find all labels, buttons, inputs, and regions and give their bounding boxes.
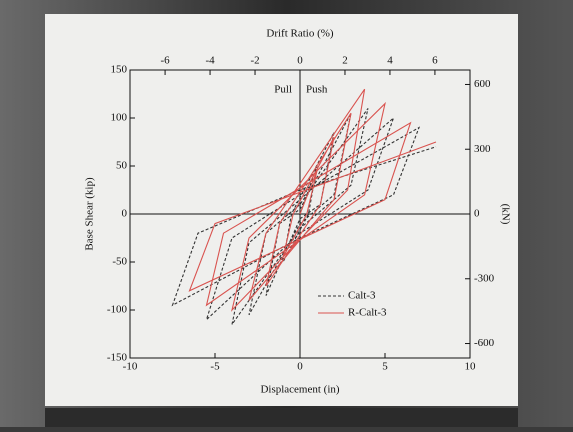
x-label: Displacement (in)	[260, 384, 339, 396]
x2-label: Drift Ratio (%)	[266, 28, 334, 40]
y-label: Base Shear (kip)	[84, 177, 96, 251]
x2-tick-label: -2	[250, 55, 259, 67]
y2-tick-label: 300	[474, 143, 491, 155]
y2-tick-label: -600	[474, 337, 495, 349]
legend-label: Calt-3	[348, 290, 376, 302]
y-tick-label: -50	[112, 256, 127, 268]
x2-tick-label: 4	[387, 55, 393, 67]
y2-tick-label: -300	[474, 272, 495, 284]
x-tick-label: -10	[123, 361, 138, 373]
x-tick-label: 0	[297, 361, 303, 373]
caption-bar	[45, 408, 518, 427]
x2-tick-label: -6	[160, 55, 170, 67]
annotation: Pull	[274, 84, 292, 96]
legend-label: R-Calt-3	[348, 307, 387, 319]
y-tick-label: -100	[107, 304, 128, 316]
x2-tick-label: 6	[432, 55, 438, 67]
annotation: Push	[306, 84, 328, 96]
y2-tick-label: 600	[474, 78, 491, 90]
y-tick-label: -150	[107, 352, 128, 364]
y-tick-label: 50	[116, 160, 128, 172]
x2-tick-label: 0	[297, 55, 303, 67]
x-tick-label: -5	[210, 361, 220, 373]
y-tick-label: 0	[122, 208, 128, 220]
x-tick-label: 5	[382, 361, 388, 373]
x2-tick-label: -4	[205, 55, 215, 67]
x-tick-label: 10	[465, 361, 477, 373]
y-tick-label: 150	[111, 64, 128, 76]
x2-tick-label: 2	[342, 55, 348, 67]
y2-label: (kN)	[499, 204, 511, 225]
series-line	[188, 88, 437, 312]
y2-tick-label: 0	[474, 208, 480, 220]
y-tick-label: 100	[111, 112, 128, 124]
